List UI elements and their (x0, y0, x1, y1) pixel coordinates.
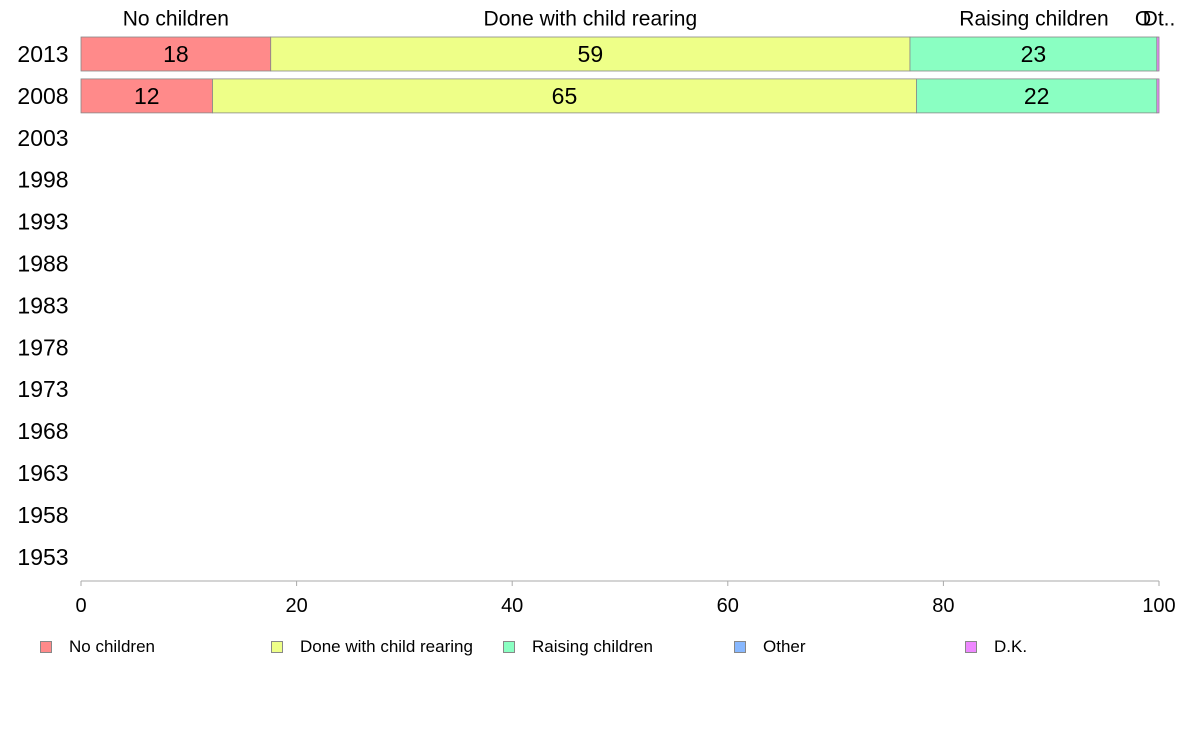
data-label: 22 (1024, 83, 1050, 109)
bar-segment (909, 36, 1158, 72)
y-tick-label: 2013 (17, 41, 68, 67)
legend-label: Done with child rearing (300, 637, 473, 656)
bar-segment (916, 78, 1158, 114)
series-top-label: Raising children (959, 8, 1108, 31)
bar-segment (1156, 36, 1160, 72)
data-label: 23 (1021, 41, 1047, 67)
y-tick-label: 1988 (17, 251, 68, 277)
y-tick-label: 1968 (17, 418, 68, 444)
y-tick-label: 1953 (17, 544, 68, 570)
y-tick-label: 1958 (17, 502, 68, 528)
bar-segment (80, 78, 213, 114)
y-tick-label: 1983 (17, 292, 68, 318)
y-tick-label: 1963 (17, 460, 68, 486)
y-tick-label: 2003 (17, 125, 68, 151)
series-top-label: O (1135, 8, 1151, 31)
legend-swatch (40, 641, 52, 653)
legend-label: No children (69, 637, 155, 656)
bar-segment (212, 78, 917, 114)
legend-item: Raising children (503, 636, 653, 658)
data-label: 12 (134, 83, 160, 109)
y-tick-label: 1973 (17, 376, 68, 402)
bar-segment (270, 36, 911, 72)
y-tick-label: 1978 (17, 334, 68, 360)
data-label: 59 (578, 41, 604, 67)
x-tick-label: 40 (501, 595, 523, 617)
legend: No children Done with child rearing Raisin… (0, 636, 1188, 658)
legend-swatch (271, 641, 283, 653)
data-label: 18 (163, 41, 189, 67)
legend-swatch (965, 641, 977, 653)
legend-item: Done with child rearing (271, 636, 473, 658)
x-tick-label: 0 (75, 595, 86, 617)
x-tick-label: 100 (1142, 595, 1175, 617)
y-tick-label: 1993 (17, 209, 68, 235)
x-tick-label: 80 (932, 595, 954, 617)
bar-segment (1156, 78, 1160, 114)
series-top-label: Done with child rearing (484, 8, 698, 31)
y-tick-label: 2008 (17, 83, 68, 109)
legend-item: Other (734, 636, 806, 658)
legend-swatch (503, 641, 515, 653)
series-top-label: No children (123, 8, 229, 31)
legend-label: D.K. (994, 637, 1028, 656)
x-tick-label: 60 (717, 595, 739, 617)
legend-label: Other (763, 637, 806, 656)
series-top-label: Dt.. (1143, 8, 1176, 31)
legend-item: D.K. (965, 636, 1027, 658)
data-label: 65 (552, 83, 578, 109)
x-tick-label: 20 (285, 595, 307, 617)
legend-label: Raising children (532, 637, 653, 656)
y-tick-label: 1998 (17, 167, 68, 193)
bar-segment (80, 36, 272, 72)
legend-item: No children (40, 636, 155, 658)
legend-swatch (734, 641, 746, 653)
